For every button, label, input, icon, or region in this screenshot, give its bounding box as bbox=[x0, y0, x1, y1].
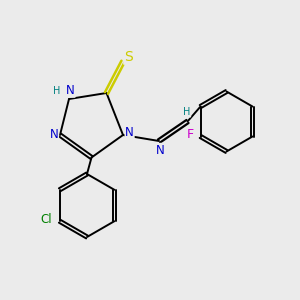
Text: H: H bbox=[183, 107, 190, 117]
Text: H: H bbox=[53, 85, 60, 96]
Text: F: F bbox=[187, 128, 194, 142]
Text: Cl: Cl bbox=[40, 213, 52, 226]
Text: N: N bbox=[66, 84, 75, 97]
Text: N: N bbox=[125, 125, 134, 139]
Text: N: N bbox=[156, 143, 165, 157]
Text: S: S bbox=[124, 50, 133, 64]
Text: N: N bbox=[50, 128, 58, 142]
